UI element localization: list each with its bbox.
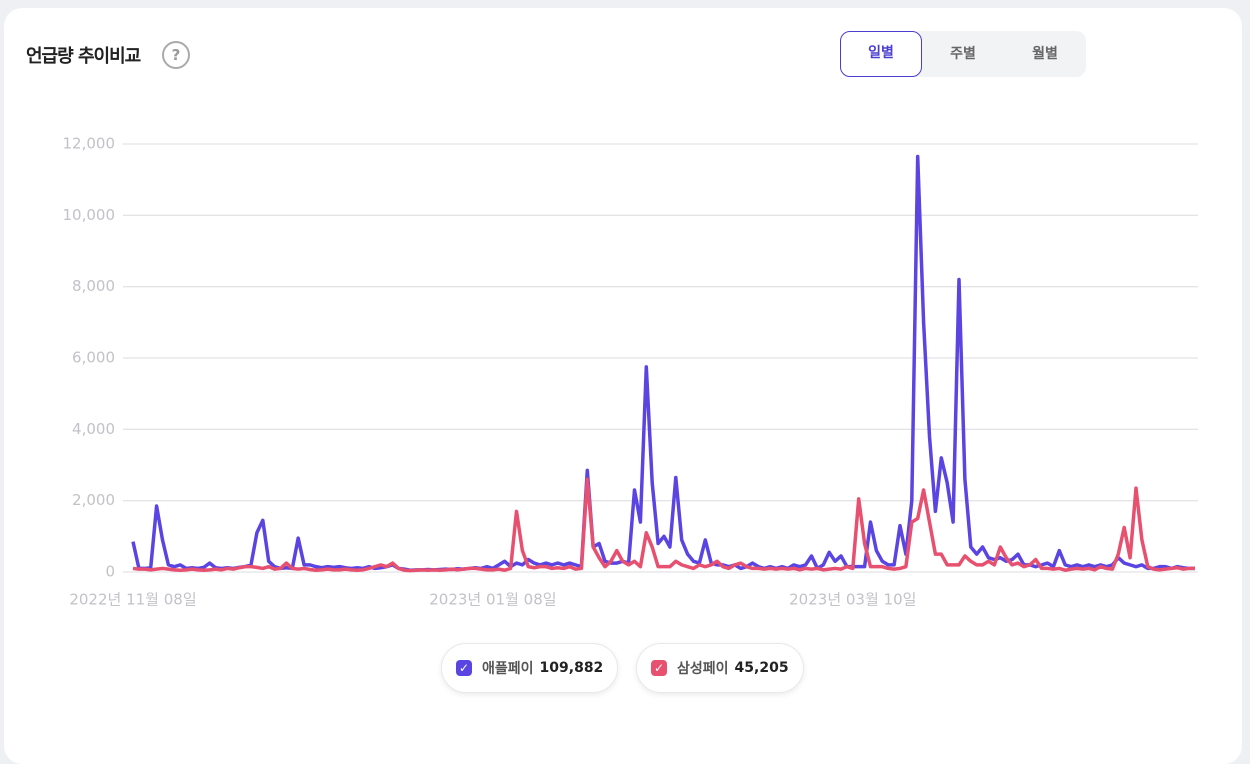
y-tick-label: 4,000	[72, 420, 115, 438]
legend-item[interactable]: ✓ 애플페이 109,882	[441, 643, 619, 693]
y-tick-label: 2,000	[72, 491, 115, 509]
legend-total: 45,205	[734, 660, 789, 676]
tab-group: 일별 주별 월별	[840, 31, 1086, 77]
legend-total: 109,882	[539, 660, 604, 676]
series-line	[132, 477, 1195, 573]
x-tick-label: 2023년 01월 08일	[429, 591, 556, 609]
title: 언급량 추이비교	[26, 46, 141, 67]
x-tick-label: 2022년 11월 08일	[69, 591, 196, 609]
legend-checkbox[interactable]: ✓	[456, 660, 472, 676]
series-line	[131, 154, 1195, 572]
y-tick-label: 6,000	[72, 349, 115, 367]
tab[interactable]: 주별	[950, 46, 976, 62]
tab[interactable]: 일별	[840, 31, 922, 77]
y-tick-label: 12,000	[63, 135, 116, 153]
legend-name: 삼성페이	[677, 661, 729, 677]
help-icon[interactable]: ?	[162, 41, 190, 69]
legend-checkbox[interactable]: ✓	[651, 660, 667, 676]
tab[interactable]: 월별	[1032, 46, 1058, 62]
card: 언급량 추이비교 ? 일별 주별 월별	[4, 8, 1242, 764]
y-tick-label: 8,000	[72, 277, 115, 295]
y-tick-label: 0	[105, 563, 115, 581]
x-tick-label: 2023년 03월 10일	[789, 591, 916, 609]
legend-item[interactable]: ✓ 삼성페이 45,205	[636, 643, 804, 693]
legend-name: 애플페이	[482, 661, 534, 677]
y-tick-label: 10,000	[63, 206, 116, 224]
